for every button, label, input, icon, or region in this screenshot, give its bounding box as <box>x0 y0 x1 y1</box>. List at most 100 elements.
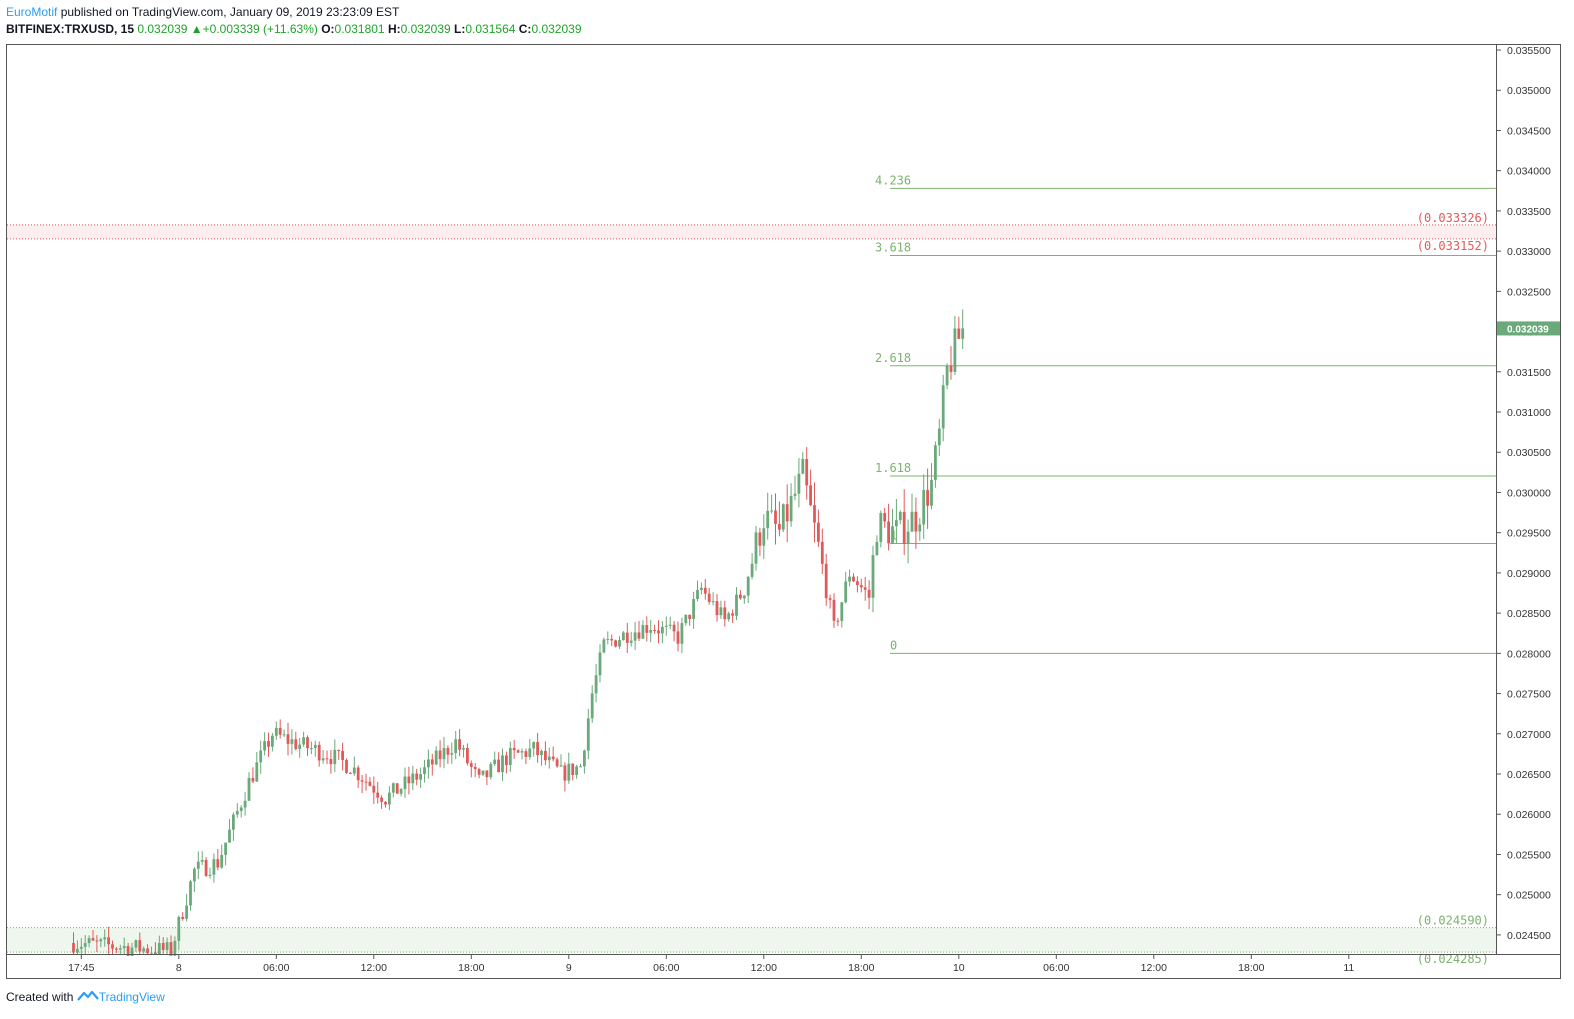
candle <box>664 616 668 636</box>
candle <box>614 639 617 648</box>
price-tick-label: 0.033500 <box>1507 206 1551 218</box>
time-tick-label: 06:00 <box>1043 962 1069 974</box>
candle <box>282 729 286 737</box>
candle <box>91 930 95 942</box>
candle <box>563 762 567 792</box>
candle <box>906 519 910 564</box>
candle <box>707 587 711 605</box>
candle-body <box>703 587 707 594</box>
tradingview-brand[interactable]: TradingView <box>98 990 165 1004</box>
candle <box>910 493 914 532</box>
candle-body <box>762 528 766 546</box>
candle-body <box>614 640 617 647</box>
candle <box>310 741 313 755</box>
candle-body <box>914 511 918 532</box>
candle-body <box>446 747 450 755</box>
price-tick-label: 0.031000 <box>1507 407 1551 419</box>
candle <box>618 636 621 649</box>
candle-body <box>945 365 949 386</box>
candle-body <box>836 620 840 622</box>
candle-body <box>820 541 824 564</box>
price-axis[interactable]: 0.035500 0.035000 0.034500 0.034000 0.033500… <box>1497 45 1551 942</box>
candle-body <box>641 625 645 639</box>
candle-body <box>235 810 239 815</box>
candle-body <box>559 765 563 767</box>
candle-body <box>766 510 770 529</box>
candle-body <box>165 942 169 951</box>
candle <box>742 595 746 604</box>
candle <box>154 942 157 955</box>
candle <box>239 805 243 818</box>
candle <box>173 936 177 956</box>
candle-body <box>423 767 426 775</box>
candle <box>157 935 161 955</box>
candle <box>126 942 130 956</box>
candle <box>567 752 571 784</box>
candle-body <box>739 594 742 599</box>
candle-body <box>138 940 142 952</box>
candle-body <box>653 630 656 632</box>
candle <box>228 819 231 843</box>
candle-body <box>692 599 695 619</box>
candle <box>251 767 255 784</box>
candle <box>442 736 446 769</box>
candle-body <box>313 744 317 749</box>
tradingview-logo-icon[interactable] <box>76 990 99 1005</box>
candle-body <box>111 944 114 949</box>
candle <box>809 469 812 507</box>
candle <box>220 844 224 869</box>
support-zone <box>7 927 1496 953</box>
candle-body <box>813 505 816 523</box>
candle-body <box>228 829 231 843</box>
candle <box>754 526 758 571</box>
price-tick-label: 0.035000 <box>1507 85 1551 97</box>
candle-body <box>824 563 828 599</box>
candle-body <box>473 766 477 770</box>
candle <box>384 800 387 808</box>
candle-body <box>99 939 103 942</box>
last-price-tag-label: 0.032039 <box>1507 324 1549 335</box>
candle <box>83 935 87 955</box>
candle-body <box>493 759 497 765</box>
candle-body <box>196 861 200 869</box>
candle <box>232 812 235 841</box>
candle <box>454 730 458 760</box>
candle <box>887 503 890 551</box>
candle-body <box>298 744 302 749</box>
candle <box>758 527 762 556</box>
candle <box>352 756 356 776</box>
candle <box>762 514 766 560</box>
candle-body <box>801 458 805 474</box>
candle <box>325 750 329 764</box>
candle-body <box>72 942 75 953</box>
candle <box>368 776 372 787</box>
time-axis[interactable]: 17:45 8 06:00 12:00 18:00 9 06:00 12:00 18:00 10 0… <box>68 955 1354 974</box>
candle <box>629 631 633 647</box>
time-tick-label: 12:00 <box>1141 962 1167 974</box>
candle <box>477 767 481 779</box>
candle-body <box>828 598 832 600</box>
candle <box>193 867 196 893</box>
candle-body <box>247 777 251 801</box>
candle-body <box>895 520 898 527</box>
candle-body <box>676 631 680 644</box>
candle <box>594 664 598 703</box>
close-value: 0.032039 <box>531 22 582 36</box>
candle-body <box>395 783 399 794</box>
candle <box>766 492 770 540</box>
candle <box>423 759 426 783</box>
candle-body <box>832 599 836 621</box>
candle-body <box>290 739 294 744</box>
candle-body <box>540 750 543 756</box>
candle-body <box>501 755 504 773</box>
candle-body <box>902 511 906 545</box>
candle <box>606 631 610 645</box>
author-link[interactable]: EuroMotif <box>6 5 58 19</box>
candle <box>875 535 879 556</box>
candle-body <box>329 758 333 765</box>
publish-header: EuroMotif published on TradingView.com, … <box>6 5 399 19</box>
candle <box>508 741 512 772</box>
price-tick-label: 0.028000 <box>1507 648 1551 660</box>
